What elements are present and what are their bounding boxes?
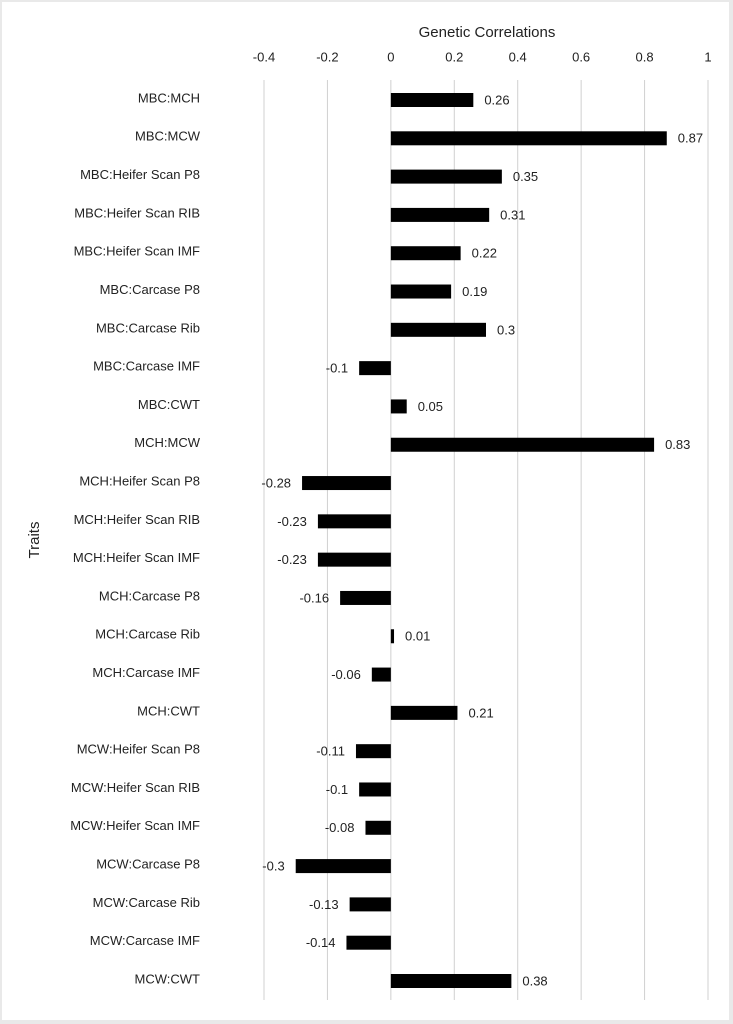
bar: [390, 705, 458, 720]
data-label: -0.13: [309, 897, 339, 912]
data-label: 0.22: [472, 246, 497, 261]
data-label: 0.21: [468, 705, 493, 720]
bar: [390, 399, 407, 414]
bar: [390, 169, 502, 184]
y-tick-label: MBC:Carcase Rib: [96, 320, 200, 335]
y-tick-label: MBC:MCH: [138, 90, 200, 105]
bar: [302, 476, 391, 491]
y-tick-label: MCH:Carcase Rib: [95, 627, 200, 642]
bar: [349, 897, 391, 912]
bar: [390, 974, 512, 988]
bar: [390, 246, 461, 261]
x-tick-label: 0.8: [636, 49, 654, 64]
x-tick-label: -0.4: [253, 49, 275, 64]
x-tick-label: 0: [387, 49, 394, 64]
bar: [390, 93, 474, 107]
data-label: -0.16: [299, 590, 329, 605]
bar: [390, 437, 655, 452]
data-label: -0.08: [325, 820, 355, 835]
data-label: -0.28: [261, 475, 291, 490]
y-tick-label: MCW:Carcase Rib: [93, 895, 200, 910]
bar: [365, 820, 391, 835]
bar: [359, 361, 391, 376]
bar: [317, 514, 391, 529]
y-tick-label: MBC:Carcase P8: [100, 282, 200, 297]
y-tick-label: MCW:Heifer Scan IMF: [70, 818, 200, 833]
x-tick-label: 0.4: [509, 49, 527, 64]
data-label: -0.11: [316, 744, 345, 759]
bar: [340, 590, 391, 605]
data-label: -0.3: [262, 859, 284, 874]
bar: [371, 667, 391, 682]
y-tick-label: MCH:Carcase P8: [99, 588, 200, 603]
data-label: 0.26: [484, 92, 509, 107]
data-label: -0.23: [277, 552, 307, 567]
bar: [355, 744, 391, 759]
data-label: -0.1: [326, 361, 348, 376]
bar: [317, 552, 391, 567]
data-label: -0.14: [306, 935, 336, 950]
bar: [359, 782, 391, 797]
bar: [390, 131, 667, 146]
data-label: -0.06: [331, 667, 361, 682]
bar: [390, 322, 486, 337]
bar: [390, 284, 452, 299]
x-tick-label: 0.6: [572, 49, 590, 64]
bar: [390, 629, 395, 644]
x-axis-title: Genetic Correlations: [419, 24, 556, 41]
x-tick-label: 1: [704, 49, 711, 64]
y-tick-label: MCH:Carcase IMF: [92, 665, 200, 680]
data-label: -0.1: [326, 782, 348, 797]
y-tick-label: MBC:Carcase IMF: [93, 359, 200, 374]
y-tick-label: MBC:Heifer Scan IMF: [74, 244, 200, 259]
y-tick-label: MCW:Carcase IMF: [90, 933, 200, 948]
data-label: 0.35: [513, 169, 538, 184]
y-tick-label: MBC:MCW: [135, 129, 201, 144]
y-tick-label: MBC:CWT: [138, 397, 200, 412]
y-tick-label: MCH:Heifer Scan IMF: [73, 550, 200, 565]
y-tick-label: MCW:Carcase P8: [96, 857, 200, 872]
data-label: 0.01: [405, 629, 430, 644]
data-label: 0.3: [497, 322, 515, 337]
data-label: 0.19: [462, 284, 487, 299]
y-tick-label: MCH:CWT: [137, 703, 200, 718]
y-axis-title: Traits: [26, 522, 43, 559]
y-tick-label: MCH:MCW: [134, 435, 200, 450]
x-tick-label: -0.2: [316, 49, 338, 64]
y-tick-label: MBC:Heifer Scan P8: [80, 167, 200, 182]
data-label: 0.05: [418, 399, 443, 414]
y-tick-label: MBC:Heifer Scan RIB: [74, 205, 200, 220]
y-tick-label: MCH:Heifer Scan RIB: [74, 512, 200, 527]
bar: [346, 935, 391, 950]
x-tick-label: 0.2: [445, 49, 463, 64]
y-tick-label: MCW:CWT: [135, 971, 201, 986]
data-label: -0.23: [277, 514, 307, 529]
y-tick-label: MCW:Heifer Scan P8: [77, 742, 200, 757]
y-tick-label: MCW:Heifer Scan RIB: [71, 780, 200, 795]
data-label: 0.38: [522, 973, 547, 988]
bar: [295, 859, 391, 874]
bar: [390, 207, 490, 222]
data-label: 0.31: [500, 207, 525, 222]
data-label: 0.87: [678, 131, 703, 146]
data-label: 0.83: [665, 437, 690, 452]
y-tick-label: MCH:Heifer Scan P8: [79, 473, 200, 488]
